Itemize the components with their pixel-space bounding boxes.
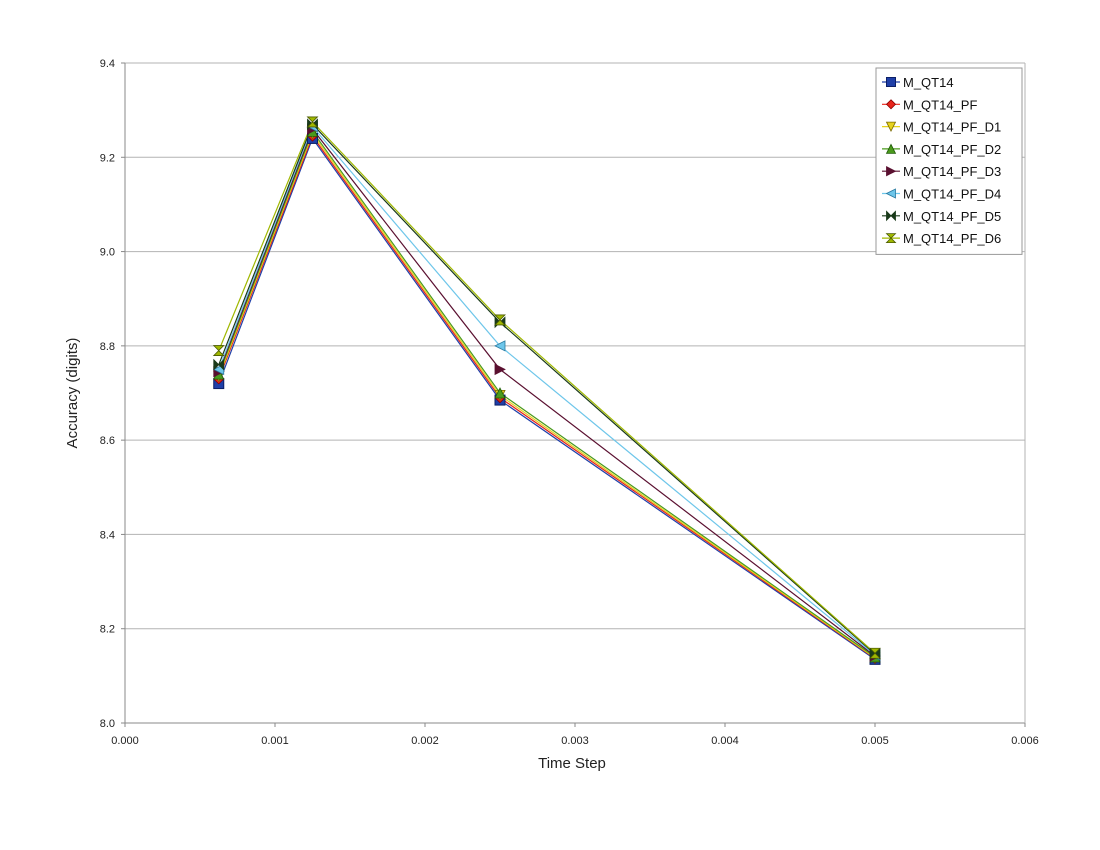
series-lines xyxy=(218,120,876,660)
y-tick-label: 9.4 xyxy=(100,58,115,70)
x-tick-label: 0.004 xyxy=(711,735,739,747)
y-axis-label: Accuracy (digits) xyxy=(64,338,81,449)
series-line-M_QT14_PF_D4 xyxy=(218,125,876,656)
x-tick-label: 0.000 xyxy=(111,735,139,747)
legend-label: M_QT14_PF_D1 xyxy=(903,120,1001,135)
legend-marker-M_QT14_PF_D4 xyxy=(885,188,896,199)
y-tick-label: 8.0 xyxy=(100,718,115,730)
legend-marker-M_QT14_PF xyxy=(885,99,897,110)
legend-label: M_QT14_PF_D5 xyxy=(903,209,1001,224)
data-point-M_QT14_PF_D5-0 xyxy=(213,358,225,371)
y-tick-label: 8.4 xyxy=(100,529,115,541)
series-line-M_QT14_PF_D2 xyxy=(218,130,876,658)
data-point-M_QT14_PF_D6-3 xyxy=(869,647,881,659)
legend-marker-M_QT14 xyxy=(886,77,896,87)
series-markers xyxy=(212,116,881,665)
data-point-M_QT14_PF_D6-1 xyxy=(306,116,319,128)
legend-label: M_QT14_PF xyxy=(903,97,977,112)
x-tick-label: 0.002 xyxy=(411,735,439,747)
x-axis-label: Time Step xyxy=(538,755,606,772)
y-tick-label: 8.2 xyxy=(100,624,115,636)
x-tick-label: 0.003 xyxy=(561,735,589,747)
legend-label: M_QT14_PF_D4 xyxy=(903,187,1001,202)
data-point-M_QT14_PF_D6-2 xyxy=(494,314,506,326)
legend-box xyxy=(875,67,1023,255)
x-tick-label: 0.001 xyxy=(261,735,289,747)
x-tick-label: 0.006 xyxy=(1011,735,1039,747)
data-point-M_QT14_PF_D4-2 xyxy=(494,340,506,352)
y-tick-label: 8.6 xyxy=(100,435,115,447)
series-line-M_QT14_PF xyxy=(218,134,876,659)
data-point-M_QT14_PF_D3-2 xyxy=(494,363,506,376)
y-tick-label: 8.8 xyxy=(100,341,115,353)
y-tick-label: 9.0 xyxy=(100,247,115,259)
series-line-M_QT14 xyxy=(218,137,876,660)
y-tick-labels: 8.0 8.2 8.4 8.6 8.8 9.0 9.2 9.4 xyxy=(100,58,115,730)
y-tick-label: 9.2 xyxy=(100,152,115,164)
legend-label: M_QT14 xyxy=(903,75,954,90)
legend: M_QT14 M_QT14_PF M_QT14_PF_D1 M_QT14_PF_D2 M… xyxy=(875,67,1023,255)
legend-marker-M_QT14_PF_D3 xyxy=(886,166,897,177)
axes xyxy=(121,62,1026,727)
legend-marker-M_QT14_PF_D1 xyxy=(885,121,897,132)
series-line-M_QT14_PF_D1 xyxy=(218,132,876,659)
legend-label: M_QT14_PF_D3 xyxy=(903,164,1001,179)
legend-marker-M_QT14_PF_D5 xyxy=(886,210,896,222)
data-point-M_QT14_PF_D2-2 xyxy=(494,387,506,399)
legend-marker-M_QT14_PF_D2 xyxy=(885,143,897,154)
series-line-M_QT14_PF_D6 xyxy=(218,120,876,654)
x-tick-labels: 0.000 0.001 0.002 0.003 0.004 0.005 0.006 xyxy=(111,735,1039,747)
grid-lines xyxy=(125,62,1025,630)
data-point-M_QT14_PF_D6-0 xyxy=(212,345,225,356)
legend-label: M_QT14_PF_D2 xyxy=(903,142,1001,157)
series-line-M_QT14_PF_D5 xyxy=(218,123,876,655)
legend-marker-M_QT14_PF_D6 xyxy=(885,233,897,243)
series-line-M_QT14_PF_D3 xyxy=(218,127,876,657)
legend-label: M_QT14_PF_D6 xyxy=(903,231,1001,246)
x-tick-label: 0.005 xyxy=(861,735,889,747)
